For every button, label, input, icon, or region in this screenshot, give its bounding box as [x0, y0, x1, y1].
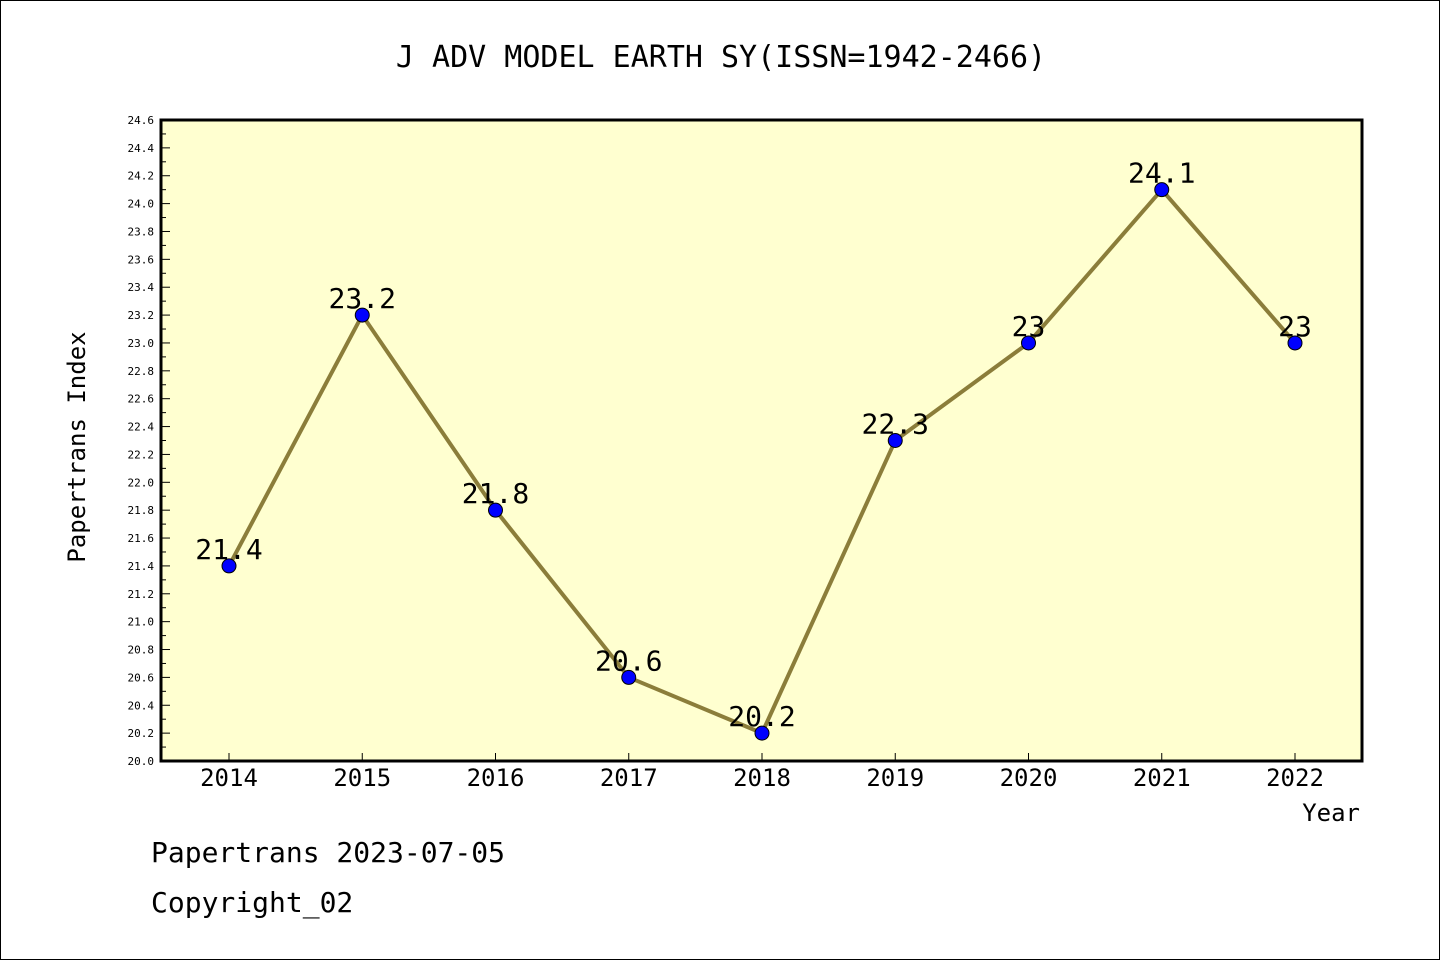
- y-axis-label: Papertrans Index: [63, 331, 91, 562]
- y-tick-label: 20.2: [128, 727, 155, 740]
- x-tick-label: 2019: [866, 764, 924, 792]
- y-tick-label: 23.2: [128, 309, 155, 322]
- x-tick-label: 2015: [333, 764, 391, 792]
- data-label: 23: [1278, 310, 1312, 343]
- y-tick-label: 21.2: [128, 588, 155, 601]
- data-point: [754, 725, 770, 741]
- data-markers: [221, 182, 1303, 741]
- y-tick-label: 20.6: [128, 671, 155, 684]
- x-tick-label: 2014: [200, 764, 258, 792]
- y-tick-label: 23.8: [128, 225, 155, 238]
- plot-area: [159, 118, 1364, 763]
- data-label: 23: [1012, 310, 1046, 343]
- x-tick-label: 2022: [1266, 764, 1324, 792]
- x-tick-label: 2017: [600, 764, 658, 792]
- y-tick-label: 23.0: [128, 337, 155, 350]
- data-point: [887, 433, 903, 448]
- x-tick-label: 2020: [1000, 764, 1058, 792]
- y-tick-label: 22.6: [128, 393, 155, 406]
- x-tick-label: 2016: [467, 764, 525, 792]
- y-tick-label: 24.4: [128, 142, 155, 155]
- y-tick-label: 21.0: [128, 616, 155, 629]
- y-tick-label: 20.4: [128, 699, 155, 712]
- data-point: [221, 558, 237, 574]
- data-label: 22.3: [862, 408, 929, 441]
- data-label: 21.8: [462, 477, 529, 510]
- y-tick-label: 24.2: [128, 170, 155, 183]
- data-point: [488, 502, 503, 518]
- x-tick-label: 2021: [1133, 764, 1191, 792]
- y-tick-label: 23.6: [128, 253, 155, 266]
- footer-copyright: Copyright_02: [151, 886, 354, 919]
- footer-date: Papertrans 2023-07-05: [151, 836, 506, 869]
- data-label: 20.6: [595, 644, 662, 677]
- chart-title: J ADV MODEL EARTH SY(ISSN=1942-2466): [396, 40, 1046, 75]
- y-tick-label: 20.0: [128, 755, 155, 768]
- data-point: [354, 307, 370, 323]
- data-label: 23.2: [329, 282, 396, 315]
- y-tick-label: 23.4: [128, 281, 155, 294]
- y-tick-label: 24.6: [128, 114, 155, 127]
- x-tick-label: 2018: [733, 764, 791, 792]
- y-tick-label: 22.8: [128, 365, 155, 378]
- data-label: 21.4: [195, 533, 262, 566]
- y-tick-label: 20.8: [128, 644, 155, 657]
- y-tick-label: 22.4: [128, 421, 155, 434]
- data-label: 20.2: [728, 700, 795, 733]
- data-label: 24.1: [1128, 157, 1195, 190]
- data-point: [1021, 335, 1036, 351]
- data-point: [1287, 335, 1303, 351]
- y-tick-label: 22.0: [128, 476, 155, 489]
- x-axis: 2014 2015 2016 2017 2018 2019 2020 2021 2022: [200, 753, 1324, 792]
- y-tick-label: 21.8: [128, 504, 155, 517]
- x-axis-label: Year: [1302, 799, 1360, 827]
- data-point: [621, 669, 637, 685]
- y-tick-label: 21.4: [128, 560, 155, 573]
- data-labels: 21.4 23.2 21.8 20.6 20.2 22.3 23 24.1 23: [195, 157, 1312, 733]
- y-axis: 20.0 20.2 20.4 20.6 20.8 21.0 21.2 21.4 21.6 21.8…: [128, 114, 170, 768]
- y-tick-label: 24.0: [128, 198, 155, 211]
- data-point: [1154, 182, 1170, 198]
- y-tick-label: 21.6: [128, 532, 155, 545]
- y-tick-label: 22.2: [128, 448, 155, 461]
